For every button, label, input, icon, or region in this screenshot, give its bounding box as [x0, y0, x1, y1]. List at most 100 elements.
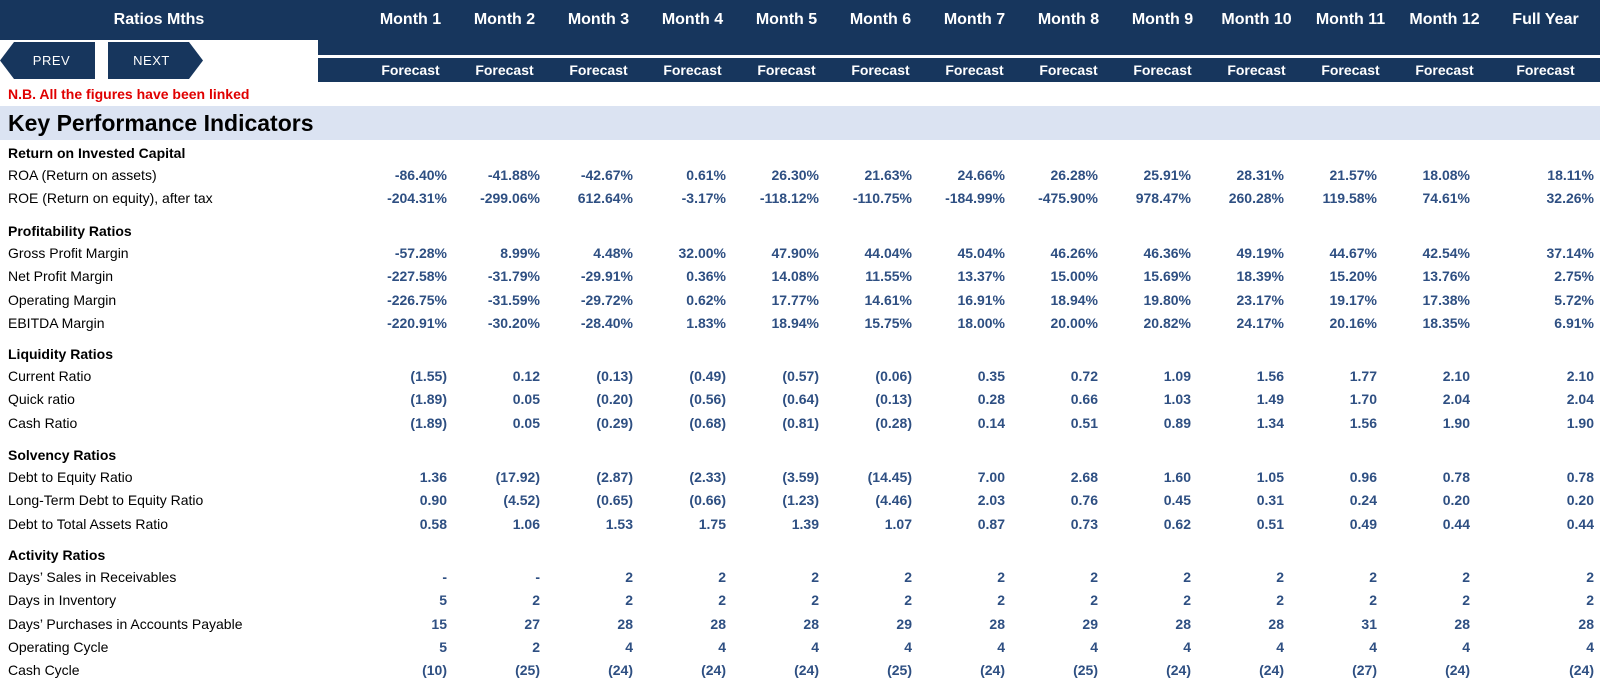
forecast-label: Forecast [569, 62, 628, 78]
table-cell: 20.00% [1050, 314, 1098, 331]
table-cell: 28 [803, 615, 819, 632]
table-cell: (0.28) [875, 414, 912, 431]
table-cell: 44.67% [1329, 245, 1377, 261]
month-header: Full Year [1512, 11, 1579, 28]
table-cell: (4.52) [503, 492, 540, 509]
table-cell: 2 [1586, 592, 1594, 609]
table-cell: -30.20% [487, 314, 540, 331]
table-cell: (3.59) [782, 469, 819, 485]
prev-button[interactable]: PREV [0, 42, 95, 79]
table-cell: 15.75% [864, 314, 912, 331]
table-cell: (0.66) [689, 492, 726, 509]
table-cell: -110.75% [852, 190, 912, 207]
table-cell: 1.05 [1256, 469, 1284, 485]
table-cell: (17.92) [495, 469, 540, 485]
table-cell: 0.66 [1070, 391, 1098, 408]
row-label: Days’ Purchases in Accounts Payable [8, 615, 243, 632]
table-cell: 15.00% [1050, 268, 1098, 285]
table-cell: (24) [701, 662, 726, 679]
table-cell: 2 [811, 569, 819, 585]
table-cell: (0.65) [596, 492, 633, 509]
table-cell: 4 [1369, 638, 1377, 655]
forecast-label: Forecast [851, 62, 910, 78]
table-cell: 25.91% [1143, 167, 1191, 183]
table-cell: 2 [718, 569, 726, 585]
table-cell: 0.78 [1442, 469, 1470, 485]
table-cell: 20.82% [1143, 314, 1191, 331]
table-cell: (24) [1445, 662, 1470, 679]
table-cell: 16.91% [957, 291, 1005, 308]
table-cell: -31.79% [487, 268, 540, 285]
table-cell: 2.75% [1554, 268, 1594, 285]
table-cell: 0.49 [1349, 515, 1377, 532]
row-label: ROE (Return on equity), after tax [8, 190, 213, 207]
row-label: Cash Cycle [8, 662, 80, 679]
table-cell: 37.14% [1546, 245, 1594, 261]
month-header: Month 9 [1131, 11, 1194, 28]
table-cell: 4 [718, 638, 726, 655]
row-label: Quick ratio [8, 391, 75, 408]
table-cell: (25) [1073, 662, 1098, 679]
row-label: Debt to Total Assets Ratio [8, 515, 169, 532]
next-button[interactable]: NEXT [108, 42, 203, 79]
table-cell: -86.40% [394, 167, 447, 183]
table-cell: 18.94% [1050, 291, 1098, 308]
month-header: Month 3 [567, 11, 630, 28]
table-cell: 15 [431, 615, 447, 632]
table-cell: 4 [1090, 638, 1098, 655]
month-header: Month 8 [1037, 11, 1100, 28]
table-cell: 0.89 [1163, 414, 1191, 431]
table-cell: 26.28% [1050, 167, 1098, 183]
table-cell: (4.46) [875, 492, 912, 509]
table-cell: 0.78 [1566, 469, 1594, 485]
table-cell: 18.35% [1422, 314, 1470, 331]
table-cell: - [535, 569, 540, 585]
table-cell: 13.76% [1422, 268, 1470, 285]
table-cell: 2.68 [1070, 469, 1098, 485]
table-cell: -227.58% [387, 268, 447, 285]
table-cell: 1.09 [1163, 368, 1191, 384]
section-title: Profitability Ratios [8, 223, 132, 239]
table-cell: 0.05 [512, 391, 540, 408]
table-cell: 29 [896, 615, 912, 632]
kpi-title-bar [0, 106, 1600, 140]
table-cell: 46.36% [1143, 245, 1191, 261]
forecast-label: Forecast [1039, 62, 1098, 78]
table-cell: 28 [989, 615, 1005, 632]
table-cell: 15.20% [1329, 268, 1377, 285]
table-cell: 0.62% [686, 291, 726, 308]
table-cell: 42.54% [1422, 245, 1470, 261]
table-cell: 2 [1462, 592, 1470, 609]
month-header: Month 2 [473, 11, 536, 28]
table-cell: 0.31 [1256, 492, 1284, 509]
table-cell: 0.44 [1442, 515, 1470, 532]
header-separator [318, 55, 1600, 58]
table-cell: (25) [515, 662, 540, 679]
table-cell: 18.94% [771, 314, 819, 331]
table-cell: 4 [1462, 638, 1470, 655]
table-cell: (1.89) [410, 414, 447, 431]
table-cell: 1.77 [1349, 368, 1377, 384]
table-cell: (1.89) [410, 391, 447, 408]
table-cell: (24) [980, 662, 1005, 679]
table-cell: 47.90% [771, 245, 819, 261]
row-label: Debt to Equity Ratio [8, 469, 133, 485]
table-cell: 2 [1276, 592, 1284, 609]
forecast-band [318, 58, 1600, 82]
table-cell: (0.81) [782, 414, 819, 431]
table-cell: (0.20) [596, 391, 633, 408]
table-cell: 0.73 [1070, 515, 1098, 532]
table-cell: 28 [1175, 615, 1191, 632]
table-cell: 2.10 [1442, 368, 1470, 384]
table-cell: -41.88% [487, 167, 540, 183]
table-cell: 2 [904, 569, 912, 585]
table-cell: (24) [1166, 662, 1191, 679]
table-cell: 612.64% [577, 190, 633, 207]
table-cell: 0.45 [1163, 492, 1191, 509]
table-cell: 7.00 [977, 469, 1005, 485]
table-cell: 2 [532, 592, 540, 609]
table-cell: -29.91% [580, 268, 633, 285]
table-cell: 2 [1586, 569, 1594, 585]
table-cell: (0.06) [875, 368, 912, 384]
table-cell: 44.04% [864, 245, 912, 261]
